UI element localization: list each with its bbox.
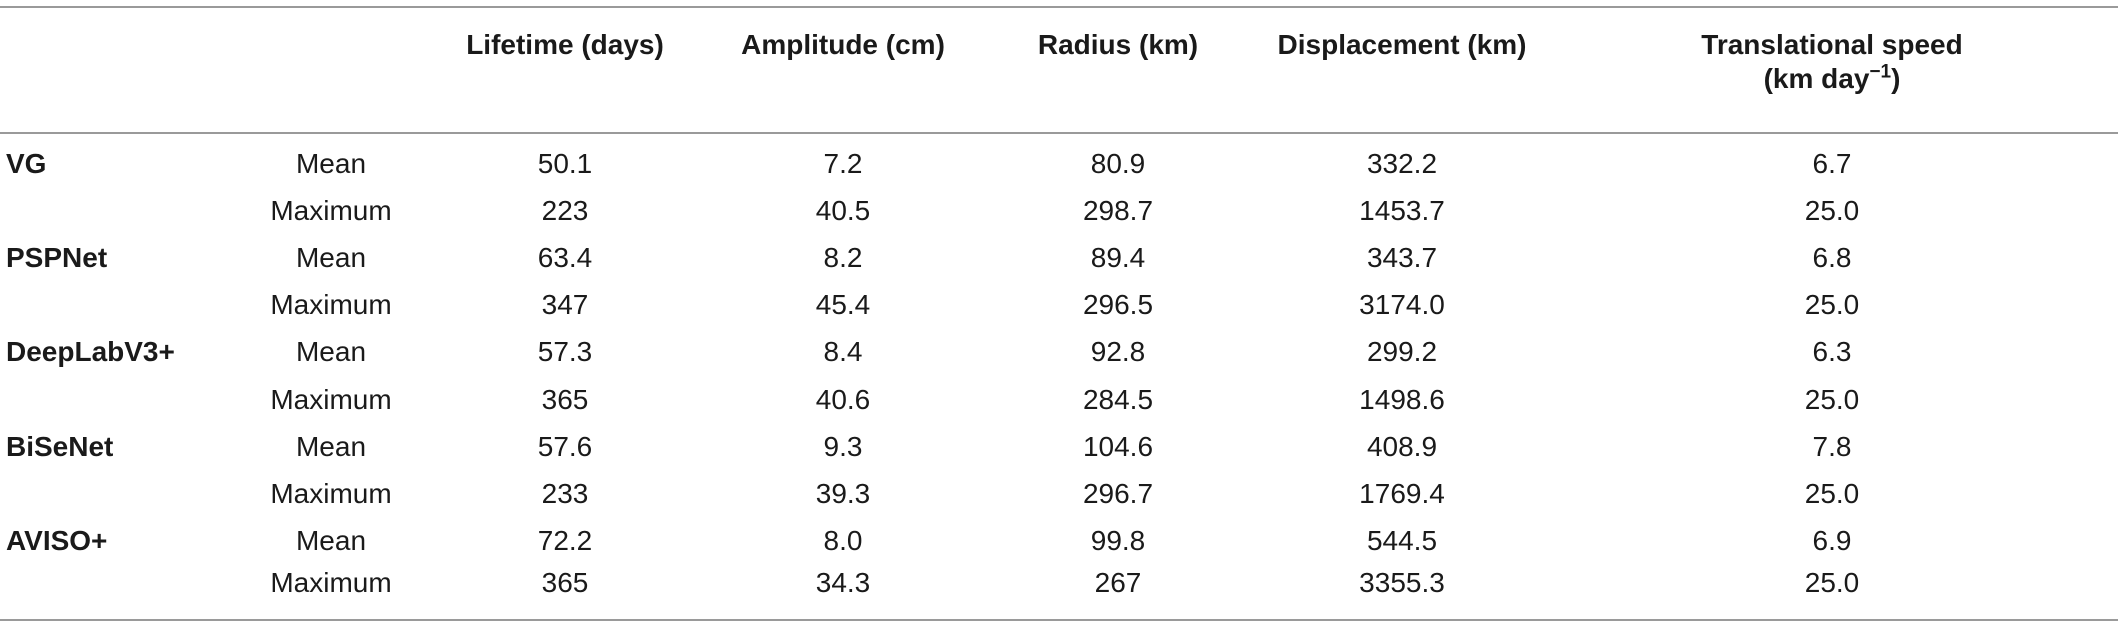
cell-lifetime: 365 xyxy=(422,564,708,621)
cell-radius: 267 xyxy=(978,564,1258,621)
cell-radius: 296.5 xyxy=(1082,289,1154,321)
cell-radius: 92.8 xyxy=(1090,336,1146,368)
table-row: Maximum 347 45.4 296.5 3174.0 25.0 xyxy=(0,282,2118,329)
table-body: VG Mean 50.1 7.2 80.9 332.2 6.7 Maximum 223 40.5 2… xyxy=(0,133,2118,621)
cell-lifetime: 72.2 xyxy=(537,525,593,557)
cell-translational-speed: 6.7 xyxy=(1812,147,1852,179)
table-header-row: Lifetime (days) Amplitude (cm) Radius (k… xyxy=(0,6,2118,134)
cell-translational-speed: 25.0 xyxy=(1804,477,1860,509)
cell-lifetime: 347 xyxy=(541,289,589,321)
header-radius: Radius (km) xyxy=(978,6,1258,134)
cell-displacement: 299.2 xyxy=(1366,336,1438,368)
cell-displacement: 332.2 xyxy=(1366,147,1438,179)
cell-lifetime: 63.4 xyxy=(537,241,593,273)
cell-displacement: 1453.7 xyxy=(1359,194,1445,226)
cell-lifetime: 223 xyxy=(541,194,589,226)
table-row: BiSeNet Mean 57.6 9.3 104.6 408.9 7.8 xyxy=(0,423,2118,470)
cell-amplitude: 45.4 xyxy=(815,289,871,321)
header-amplitude: Amplitude (cm) xyxy=(708,6,978,134)
row-statistic-label: Maximum xyxy=(270,194,392,226)
cell-displacement: 3174.0 xyxy=(1359,289,1445,321)
cell-amplitude: 8.2 xyxy=(823,241,863,273)
cell-amplitude: 34.3 xyxy=(708,564,978,621)
table-row: AVISO+ Mean 72.2 8.0 99.8 544.5 6.9 xyxy=(0,518,2118,565)
table-row: Maximum 365 40.6 284.5 1498.6 25.0 xyxy=(0,376,2118,423)
cell-lifetime: 57.6 xyxy=(537,430,593,462)
cell-translational-speed: 25.0 xyxy=(1804,289,1860,321)
cell-amplitude: 40.5 xyxy=(815,194,871,226)
cell-radius: 296.7 xyxy=(1082,477,1154,509)
cell-amplitude: 8.0 xyxy=(823,525,863,557)
header-speed-line2-sup: −1 xyxy=(1869,61,1892,83)
header-translational-speed: Translational speed (km day−1) xyxy=(1546,6,2118,134)
row-model-name: PSPNet xyxy=(6,241,108,273)
row-statistic-label: Mean xyxy=(295,430,367,462)
row-model-name: DeepLabV3+ xyxy=(6,336,175,368)
table-row: Maximum 233 39.3 296.7 1769.4 25.0 xyxy=(0,470,2118,517)
row-statistic-label: Maximum xyxy=(240,564,422,621)
cell-radius: 99.8 xyxy=(1090,525,1146,557)
cell-amplitude: 7.2 xyxy=(823,147,863,179)
row-statistic-label: Mean xyxy=(295,147,367,179)
cell-radius: 80.9 xyxy=(1090,147,1146,179)
header-lifetime: Lifetime (days) xyxy=(422,6,708,134)
row-model-name xyxy=(0,187,240,234)
table-row: DeepLabV3+ Mean 57.3 8.4 92.8 299.2 6.3 xyxy=(0,329,2118,376)
cell-displacement: 1769.4 xyxy=(1359,477,1445,509)
cell-amplitude: 40.6 xyxy=(815,383,871,415)
cell-translational-speed: 6.3 xyxy=(1812,336,1852,368)
cell-amplitude: 9.3 xyxy=(823,430,863,462)
header-speed-line1: Translational speed xyxy=(1701,29,1963,60)
row-model-name: AVISO+ xyxy=(6,525,108,557)
cell-radius: 89.4 xyxy=(1090,241,1146,273)
cell-radius: 104.6 xyxy=(1082,430,1154,462)
cell-translational-speed: 25.0 xyxy=(1546,564,2118,621)
cell-lifetime: 365 xyxy=(541,383,589,415)
cell-lifetime: 57.3 xyxy=(537,336,593,368)
header-displacement: Displacement (km) xyxy=(1258,6,1546,134)
eddy-statistics-table: Lifetime (days) Amplitude (cm) Radius (k… xyxy=(0,6,2118,621)
header-empty-stat xyxy=(240,6,422,134)
cell-translational-speed: 6.9 xyxy=(1812,525,1852,557)
row-statistic-label: Mean xyxy=(295,241,367,273)
row-statistic-label: Maximum xyxy=(270,383,392,415)
row-model-name xyxy=(0,564,240,621)
row-model-name xyxy=(0,282,240,329)
cell-translational-speed: 7.8 xyxy=(1812,430,1852,462)
row-model-name: VG xyxy=(6,147,47,179)
cell-translational-speed: 25.0 xyxy=(1804,194,1860,226)
cell-translational-speed: 6.8 xyxy=(1812,241,1852,273)
table-row: PSPNet Mean 63.4 8.2 89.4 343.7 6.8 xyxy=(0,234,2118,281)
cell-translational-speed: 25.0 xyxy=(1804,383,1860,415)
cell-radius: 284.5 xyxy=(1082,383,1154,415)
header-speed-line2-post: ) xyxy=(1891,63,1901,94)
cell-amplitude: 39.3 xyxy=(815,477,871,509)
cell-displacement: 408.9 xyxy=(1366,430,1438,462)
row-model-name xyxy=(0,376,240,423)
row-statistic-label: Maximum xyxy=(270,289,392,321)
cell-displacement: 544.5 xyxy=(1366,525,1438,557)
cell-lifetime: 233 xyxy=(541,477,589,509)
row-statistic-label: Maximum xyxy=(270,477,392,509)
header-empty-model xyxy=(0,6,240,134)
cell-amplitude: 8.4 xyxy=(823,336,863,368)
header-speed-line2-pre: (km day xyxy=(1763,63,1870,94)
table-row: Maximum 365 34.3 267 3355.3 25.0 xyxy=(0,564,2118,621)
cell-displacement: 343.7 xyxy=(1366,241,1438,273)
cell-lifetime: 50.1 xyxy=(537,147,593,179)
table-row: VG Mean 50.1 7.2 80.9 332.2 6.7 xyxy=(0,133,2118,187)
cell-displacement: 3355.3 xyxy=(1258,564,1546,621)
cell-radius: 298.7 xyxy=(1082,194,1154,226)
row-model-name xyxy=(0,470,240,517)
row-model-name: BiSeNet xyxy=(6,430,114,462)
cell-displacement: 1498.6 xyxy=(1359,383,1445,415)
row-statistic-label: Mean xyxy=(295,525,367,557)
table-row: Maximum 223 40.5 298.7 1453.7 25.0 xyxy=(0,187,2118,234)
row-statistic-label: Mean xyxy=(295,336,367,368)
